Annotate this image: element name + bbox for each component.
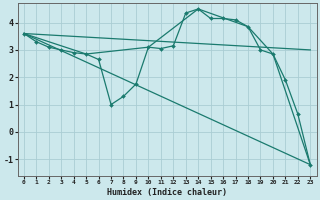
X-axis label: Humidex (Indice chaleur): Humidex (Indice chaleur) bbox=[107, 188, 227, 197]
